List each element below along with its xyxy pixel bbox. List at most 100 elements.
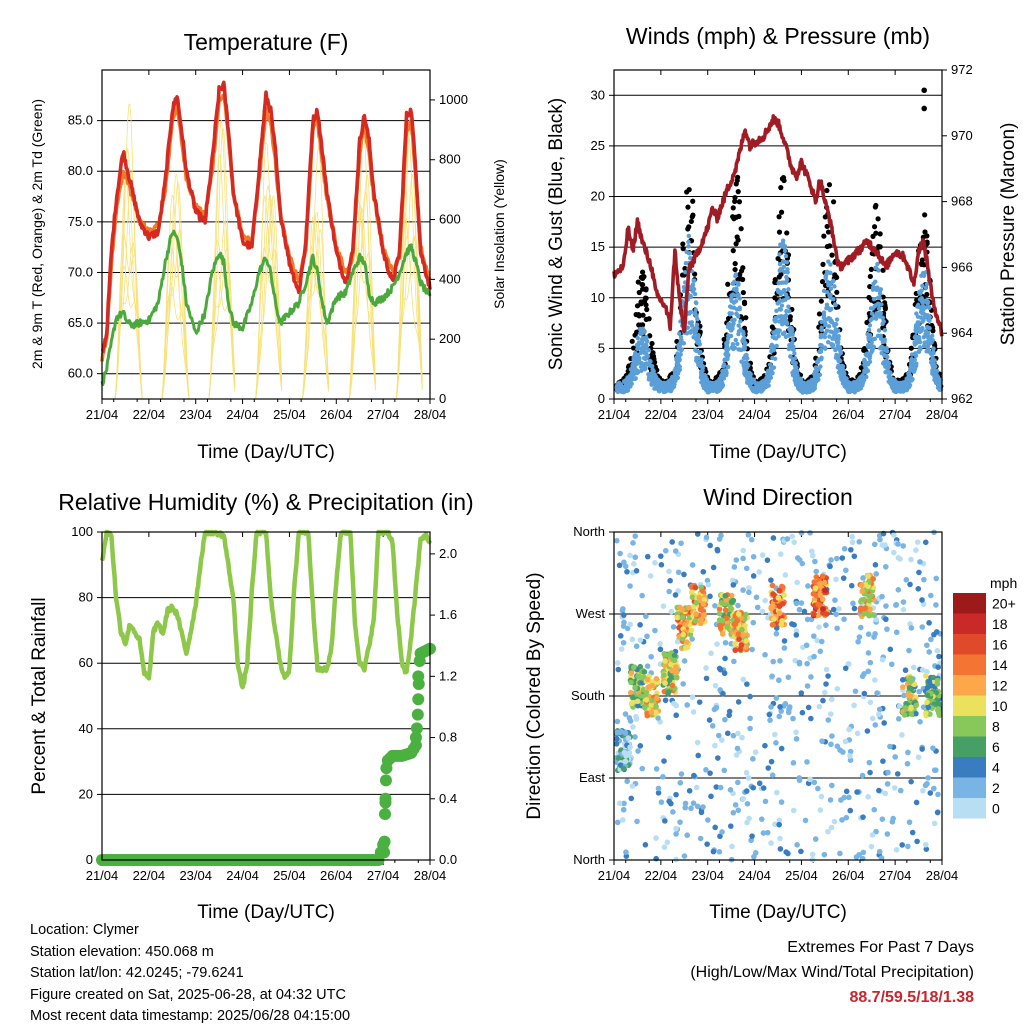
direction-point bbox=[679, 614, 686, 621]
x-tick-label-1-0: 21/04 bbox=[598, 407, 631, 422]
legend-swatch-0 bbox=[953, 593, 986, 614]
direction-point bbox=[769, 602, 776, 609]
wind-point bbox=[690, 282, 696, 287]
direction-point bbox=[625, 735, 632, 741]
wind-point bbox=[865, 332, 870, 337]
direction-point bbox=[913, 547, 919, 553]
direction-point bbox=[843, 567, 849, 574]
wind-point bbox=[725, 346, 731, 352]
direction-point bbox=[852, 688, 859, 695]
gust-point bbox=[880, 294, 886, 300]
wind-point bbox=[774, 343, 779, 349]
direction-point bbox=[827, 563, 833, 570]
wind-point bbox=[729, 325, 735, 331]
direction-point bbox=[909, 829, 916, 836]
wind-point bbox=[778, 292, 783, 297]
direction-point bbox=[804, 660, 810, 667]
wind-point bbox=[906, 374, 912, 380]
direction-point bbox=[744, 681, 750, 687]
direction-point bbox=[859, 772, 866, 779]
direction-point bbox=[735, 631, 742, 637]
direction-point bbox=[776, 821, 782, 828]
direction-point bbox=[706, 717, 713, 723]
gust-point bbox=[870, 233, 876, 239]
direction-point bbox=[621, 612, 627, 618]
direction-point bbox=[768, 704, 774, 710]
direction-point bbox=[933, 602, 939, 608]
humidity-xlabel: Time (Day/UTC) bbox=[197, 902, 335, 923]
y-tick-label-3-1: East bbox=[579, 770, 605, 785]
direction-point bbox=[714, 546, 721, 553]
direction-point bbox=[722, 655, 728, 662]
solar-insolation-line-3-6 bbox=[255, 195, 283, 400]
direction-point bbox=[662, 658, 668, 664]
direction-point bbox=[644, 663, 651, 669]
direction-point bbox=[749, 646, 755, 653]
gust-point bbox=[876, 243, 882, 250]
direction-point bbox=[710, 848, 717, 855]
direction-point bbox=[675, 588, 681, 594]
direction-point bbox=[713, 784, 720, 790]
direction-point bbox=[703, 675, 710, 682]
direction-point bbox=[615, 666, 622, 673]
direction-point bbox=[913, 799, 920, 806]
direction-point bbox=[689, 562, 696, 568]
wind-point bbox=[639, 368, 644, 373]
direction-point bbox=[887, 646, 894, 653]
wind-point bbox=[783, 297, 788, 302]
direction-point bbox=[690, 709, 697, 715]
direction-point bbox=[674, 614, 681, 621]
direction-point bbox=[798, 848, 804, 855]
solar-insolation-line-6-6 bbox=[395, 219, 423, 400]
direction-point bbox=[773, 630, 780, 637]
y2-tick-label-1-1: 964 bbox=[951, 325, 973, 340]
wind-point bbox=[829, 306, 834, 312]
direction-point bbox=[766, 711, 773, 718]
direction-point bbox=[710, 564, 717, 571]
gust-point bbox=[834, 274, 840, 281]
direction-point bbox=[720, 690, 726, 697]
direction-point bbox=[817, 580, 824, 587]
direction-point bbox=[847, 748, 854, 755]
wind-point bbox=[935, 373, 940, 379]
direction-point bbox=[759, 552, 766, 558]
direction-point bbox=[860, 814, 866, 820]
direction-point bbox=[900, 543, 906, 549]
direction-point bbox=[756, 780, 763, 787]
direction-point bbox=[812, 558, 818, 565]
wind-point bbox=[894, 380, 899, 386]
direction-point bbox=[614, 660, 621, 666]
direction-point bbox=[732, 647, 739, 654]
wind-point bbox=[901, 389, 906, 394]
direction-point bbox=[905, 843, 911, 850]
wind-point bbox=[785, 321, 790, 326]
wind-point bbox=[920, 270, 926, 276]
wind-point bbox=[636, 340, 642, 345]
wind-point bbox=[784, 277, 790, 283]
direction-point bbox=[681, 658, 688, 664]
wind-point bbox=[904, 379, 909, 384]
direction-point bbox=[700, 568, 707, 575]
wind-point bbox=[741, 355, 747, 361]
direction-point bbox=[665, 734, 672, 741]
direction-point bbox=[639, 765, 646, 772]
direction-point bbox=[848, 582, 855, 589]
y-tick-label-1-6: 30 bbox=[591, 87, 605, 102]
y2-tick-label-1-3: 968 bbox=[951, 194, 973, 209]
direction-point bbox=[841, 545, 848, 552]
wind-point bbox=[786, 287, 791, 292]
direction-point bbox=[662, 680, 668, 686]
direction-point bbox=[789, 621, 795, 627]
wind-point bbox=[672, 368, 677, 373]
direction-point bbox=[798, 530, 805, 536]
direction-point bbox=[662, 547, 669, 554]
wind-point bbox=[769, 342, 775, 347]
x-tick-label-0-7: 28/04 bbox=[414, 407, 447, 422]
gust-point bbox=[830, 199, 837, 205]
direction-point bbox=[673, 669, 680, 676]
wind-point bbox=[738, 319, 743, 324]
y-tick-label-1-1: 5 bbox=[598, 340, 605, 355]
direction-point bbox=[893, 846, 900, 853]
wind-point bbox=[782, 290, 787, 295]
direction-point bbox=[648, 702, 654, 708]
